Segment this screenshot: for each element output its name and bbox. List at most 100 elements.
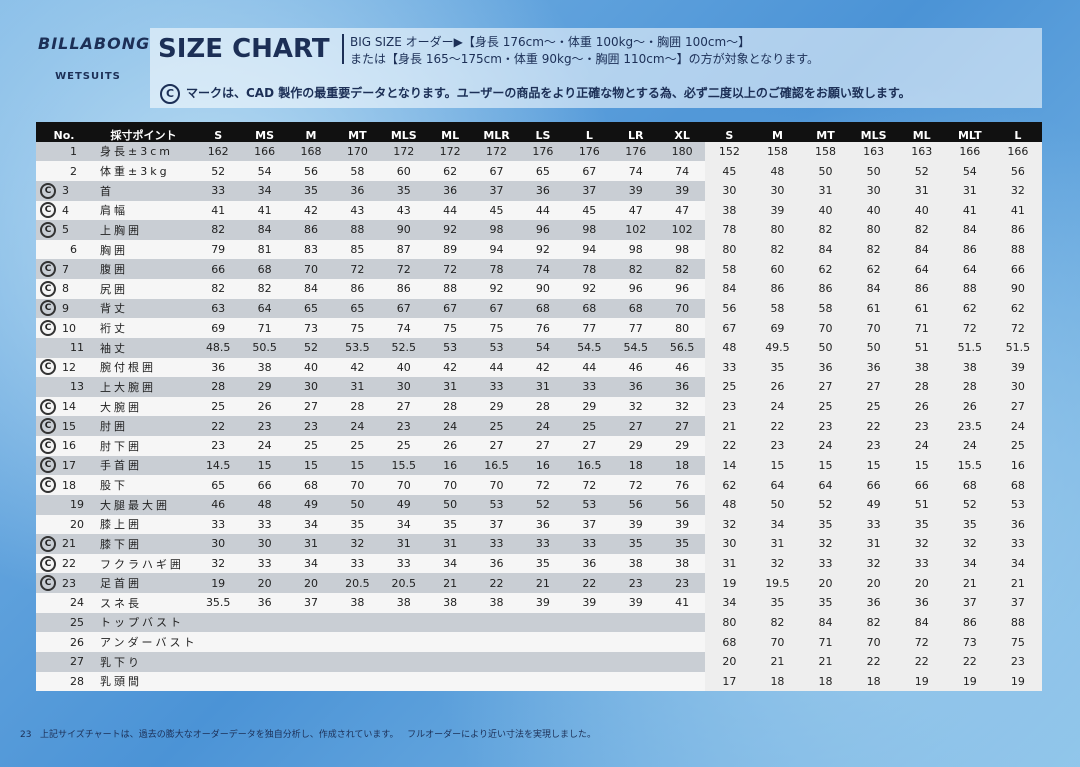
value-cell: 22: [473, 573, 520, 593]
value-cell: 72: [519, 475, 567, 495]
value-cell: 58: [334, 161, 381, 181]
measure-name: 背丈: [92, 298, 195, 319]
value-cell: 20: [897, 573, 946, 593]
row-number: C 22: [36, 553, 92, 574]
subtitle: BIG SIZE オーダー▶【身長 176cm〜・体重 100kg〜・胸囲 10…: [350, 34, 819, 68]
value-cell: 64: [897, 259, 946, 279]
value-cell: 68: [993, 475, 1042, 495]
value-cell: 50: [801, 337, 850, 358]
value-cell: 33: [993, 534, 1042, 554]
value-cell: 78: [473, 259, 520, 279]
value-cell: 71: [801, 632, 850, 652]
value-cell: 80: [849, 220, 898, 240]
value-cell: 23.5: [945, 416, 994, 436]
value-cell: [426, 632, 474, 652]
value-cell: 31: [945, 180, 994, 201]
row-number-text: 8: [62, 282, 69, 296]
value-cell: 67: [705, 318, 754, 338]
value-cell: 48: [753, 161, 802, 181]
value-cell: 36: [241, 593, 288, 613]
value-cell: 94: [566, 239, 613, 260]
measure-name: 上胸囲: [92, 220, 195, 240]
value-cell: 73: [945, 632, 994, 652]
row-number-text: 2: [70, 164, 77, 178]
value-cell: 16.5: [566, 455, 613, 476]
value-cell: 23: [658, 573, 706, 593]
value-cell: 33: [241, 553, 288, 574]
measure-name: 身長±3cm: [92, 141, 195, 162]
row-number: 27: [36, 651, 92, 672]
value-cell: 82: [849, 612, 898, 633]
footer-text: 上記サイズチャートは、過去の膨大なオーダーデータを独自分析し、作成されています。: [40, 730, 399, 740]
value-cell: 24: [426, 416, 474, 436]
value-cell: 51.5: [945, 337, 994, 358]
value-cell: 86: [287, 220, 335, 240]
note-text: マークは、CAD 製作の最重要データとなります。ユーザーの商品をより正確な物とす…: [186, 86, 911, 100]
value-cell: 56: [287, 161, 335, 181]
value-cell: 82: [195, 279, 242, 299]
value-cell: 24: [945, 436, 994, 456]
value-cell: 19.5: [753, 573, 802, 593]
value-cell: 96: [658, 279, 706, 299]
value-cell: 66: [993, 259, 1042, 279]
value-cell: [566, 612, 613, 633]
value-cell: 58: [753, 298, 802, 319]
measure-name: 大腿最大囲: [92, 494, 195, 515]
value-cell: 33: [897, 553, 946, 574]
value-cell: 39: [993, 357, 1042, 378]
value-cell: 18: [658, 455, 706, 476]
value-cell: [287, 632, 335, 652]
value-cell: 29: [658, 436, 706, 456]
row-number: C 23: [36, 573, 92, 593]
value-cell: 14.5: [195, 455, 242, 476]
value-cell: 14: [705, 455, 754, 476]
measure-name: 大腕囲: [92, 396, 195, 417]
value-cell: 80: [705, 612, 754, 633]
value-cell: 36: [426, 180, 474, 201]
value-cell: 33: [473, 534, 520, 554]
value-cell: 37: [945, 593, 994, 613]
value-cell: 27: [801, 377, 850, 397]
value-cell: 31: [897, 180, 946, 201]
value-cell: 54: [519, 337, 567, 358]
measure-name: 裄丈: [92, 318, 195, 338]
value-cell: 24: [801, 436, 850, 456]
value-cell: 25: [473, 416, 520, 436]
value-cell: 53: [993, 494, 1042, 515]
value-cell: 98: [612, 239, 659, 260]
value-cell: 180: [658, 141, 706, 162]
value-cell: 52: [287, 337, 335, 358]
value-cell: 25: [705, 377, 754, 397]
row-number-text: 14: [62, 400, 76, 414]
value-cell: 102: [658, 220, 706, 240]
value-cell: 35: [287, 180, 335, 201]
value-cell: 33: [334, 553, 381, 574]
value-cell: 24: [897, 436, 946, 456]
value-cell: [566, 651, 613, 672]
value-cell: [473, 612, 520, 633]
value-cell: 38: [380, 593, 427, 613]
value-cell: 38: [612, 553, 659, 574]
value-cell: 30: [849, 180, 898, 201]
value-cell: 84: [705, 279, 754, 299]
row-number: 11: [36, 337, 92, 358]
value-cell: 29: [566, 396, 613, 417]
value-cell: 23: [241, 416, 288, 436]
value-cell: 87: [380, 239, 427, 260]
value-cell: 68: [705, 632, 754, 652]
value-cell: [195, 632, 242, 652]
value-cell: 72: [945, 318, 994, 338]
value-cell: 19: [993, 671, 1042, 692]
value-cell: 36: [801, 357, 850, 378]
cad-mark: C: [40, 359, 56, 376]
value-cell: 65: [334, 298, 381, 319]
value-cell: 56: [705, 298, 754, 319]
value-cell: 68: [566, 298, 613, 319]
value-cell: 15: [241, 455, 288, 476]
value-cell: 30: [993, 377, 1042, 397]
row-number-text: 22: [62, 557, 76, 571]
value-cell: 84: [801, 239, 850, 260]
value-cell: 35: [897, 514, 946, 535]
size-table: No. 採寸ポイント S MS M MT MLS ML MLR LS L LR XL S M MT MLS ML M…: [36, 122, 1042, 692]
value-cell: 28: [945, 377, 994, 397]
